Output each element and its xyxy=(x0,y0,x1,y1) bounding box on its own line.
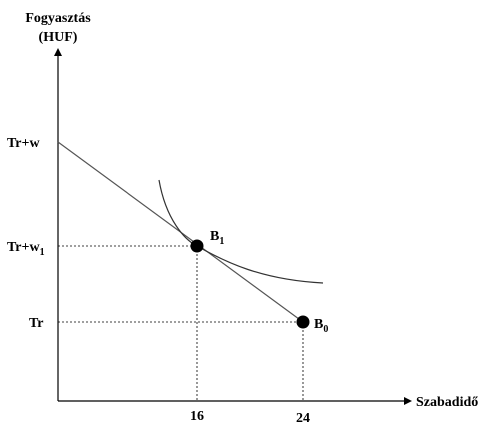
x-tick-24: 24 xyxy=(296,411,310,424)
point-b0-label: B0 xyxy=(314,317,328,335)
point-b1 xyxy=(190,239,204,253)
y-tick-tr-w: Tr+w xyxy=(7,136,40,151)
indifference-curve xyxy=(158,179,324,284)
y-tick-tr: Tr xyxy=(29,316,44,331)
y-axis-title-line2: (HUF) xyxy=(39,30,78,45)
y-tick-tr-w1: Tr+w1 xyxy=(7,240,45,258)
point-b1-label: B1 xyxy=(210,229,224,247)
point-b0 xyxy=(296,315,310,329)
x-tick-16: 16 xyxy=(190,409,204,424)
x-axis-title: Szabadidő xyxy=(416,395,478,410)
y-axis-title-line1: Fogyasztás xyxy=(25,11,91,26)
